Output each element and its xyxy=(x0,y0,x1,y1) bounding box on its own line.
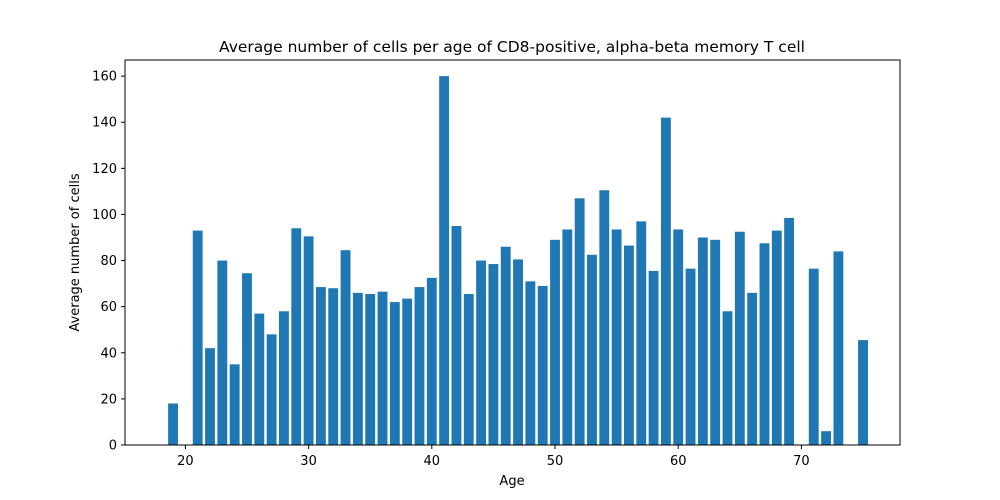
bar-age-47 xyxy=(513,259,523,445)
bar-age-65 xyxy=(734,231,745,445)
y-tick-label: 140 xyxy=(92,116,117,131)
y-tick-label: 160 xyxy=(92,70,117,85)
x-tick-label: 40 xyxy=(424,454,441,469)
bar-age-41 xyxy=(439,76,450,445)
y-tick-label: 0 xyxy=(109,439,117,454)
x-tick-label: 70 xyxy=(793,454,810,469)
bar-age-36 xyxy=(377,291,388,445)
bar-age-44 xyxy=(476,260,487,445)
bar-age-51 xyxy=(562,229,573,445)
plot-area-frame xyxy=(124,59,901,446)
bars-group xyxy=(168,76,868,445)
bar-age-71 xyxy=(808,268,819,445)
bar-age-57 xyxy=(636,221,647,445)
bar-age-37 xyxy=(389,302,400,445)
bar-age-21 xyxy=(192,230,203,445)
x-axis: 20 30 40 50 60 70 xyxy=(177,445,810,469)
bar-age-66 xyxy=(747,292,758,445)
x-tick-label: 60 xyxy=(670,454,687,469)
y-tick-label: 60 xyxy=(100,300,117,315)
bar-age-31 xyxy=(315,287,326,445)
y-tick-label: 40 xyxy=(100,346,117,361)
bar-age-32 xyxy=(328,288,339,445)
y-tick-label: 100 xyxy=(92,208,117,223)
y-axis-label: Average number of cells xyxy=(68,173,83,331)
bar-age-54 xyxy=(599,190,610,445)
bar-age-23 xyxy=(217,260,228,445)
bar-age-53 xyxy=(587,254,597,445)
bar-age-45 xyxy=(488,264,499,445)
y-tick-label: 20 xyxy=(100,392,117,407)
bar-age-46 xyxy=(500,246,511,445)
bar-age-60 xyxy=(673,229,684,445)
bar-age-48 xyxy=(525,281,536,445)
bar-age-68 xyxy=(771,230,782,445)
bar-age-62 xyxy=(697,237,708,445)
x-tick-label: 50 xyxy=(547,454,564,469)
bar-age-34 xyxy=(352,292,363,445)
bar-age-24 xyxy=(229,364,240,445)
bar-age-50 xyxy=(550,239,560,445)
x-tick-label: 20 xyxy=(177,454,194,469)
bar-age-61 xyxy=(685,268,696,445)
bar-age-49 xyxy=(537,285,548,445)
bar-age-30 xyxy=(303,236,314,445)
bar-age-73 xyxy=(833,251,844,445)
bar-age-22 xyxy=(205,348,215,445)
y-axis: 0 20 40 60 80 100 120 140 160 xyxy=(92,70,125,454)
bar-age-67 xyxy=(759,243,770,445)
bar-age-64 xyxy=(722,311,733,445)
chart-title: Average number of cells per age of CD8-p… xyxy=(219,38,805,56)
bar-age-63 xyxy=(710,239,721,445)
bar-age-40 xyxy=(426,277,437,445)
bar-age-26 xyxy=(254,313,265,445)
y-tick-label: 120 xyxy=(92,162,117,177)
bar-age-29 xyxy=(291,228,302,445)
bar-age-28 xyxy=(279,311,289,445)
bar-age-69 xyxy=(784,217,795,445)
bar-age-43 xyxy=(463,294,474,445)
bar-age-33 xyxy=(340,250,351,445)
bar-age-58 xyxy=(648,270,659,445)
x-tick-label: 30 xyxy=(300,454,317,469)
bar-age-19 xyxy=(168,403,178,445)
bar-age-75 xyxy=(858,340,868,445)
bar-age-59 xyxy=(660,117,671,445)
bar-age-27 xyxy=(266,334,277,445)
bar-age-38 xyxy=(402,298,413,445)
bar-age-55 xyxy=(611,229,622,445)
bar-age-42 xyxy=(451,225,462,445)
x-axis-label: Age xyxy=(499,474,524,489)
bar-age-56 xyxy=(624,245,634,445)
bar-age-52 xyxy=(574,198,585,445)
bar-age-72 xyxy=(821,431,831,445)
bar-age-25 xyxy=(242,273,252,445)
bar-age-35 xyxy=(365,294,376,445)
y-tick-label: 80 xyxy=(100,254,117,269)
bar-age-39 xyxy=(414,287,425,445)
